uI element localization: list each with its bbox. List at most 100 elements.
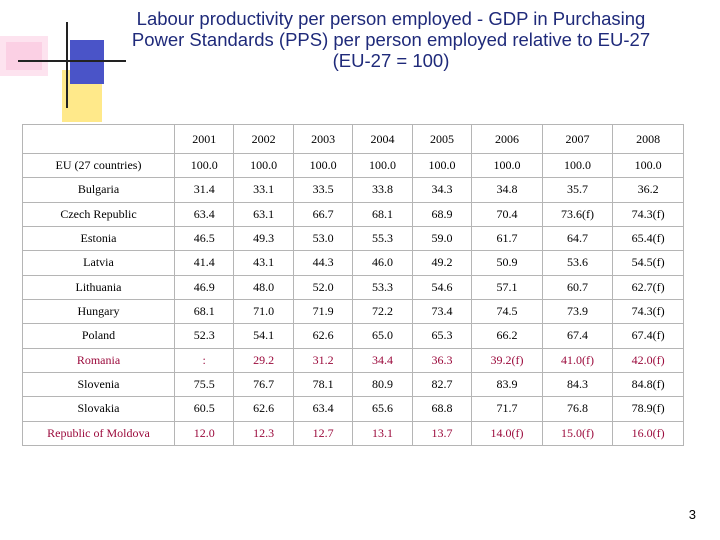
value-cell: 66.7 bbox=[292, 201, 354, 227]
value-cell: 13.1 bbox=[352, 420, 413, 447]
value-cell: 100.0 bbox=[352, 152, 413, 179]
value-cell: 16.0(f) bbox=[612, 420, 684, 447]
value-cell: 34.3 bbox=[411, 177, 473, 203]
value-cell: 68.1 bbox=[173, 298, 235, 325]
value-cell: 84.8(f) bbox=[612, 371, 684, 398]
value-cell: 46.9 bbox=[173, 274, 235, 300]
value-cell: 71.0 bbox=[233, 298, 294, 325]
value-cell: 33.1 bbox=[233, 177, 294, 203]
value-cell: 12.0 bbox=[173, 420, 235, 447]
value-cell: 65.0 bbox=[352, 323, 413, 349]
header-cell-year: 2005 bbox=[411, 124, 473, 154]
value-cell: 62.7(f) bbox=[612, 274, 684, 300]
decoration-vertical-line bbox=[66, 22, 68, 108]
value-cell: 33.8 bbox=[352, 177, 413, 203]
table-row: Bulgaria 31.4 33.1 33.5 33.8 34.3 34.8 35.7 36.2 bbox=[22, 177, 684, 203]
value-cell: 74.3(f) bbox=[612, 201, 684, 227]
header-cell-year: 2002 bbox=[233, 124, 294, 154]
value-cell: 34.8 bbox=[471, 177, 543, 203]
header-cell-year: 2001 bbox=[173, 124, 235, 154]
value-cell: 59.0 bbox=[411, 225, 473, 252]
value-cell: 33.5 bbox=[292, 177, 354, 203]
value-cell: 65.4(f) bbox=[612, 225, 684, 252]
value-cell: 75.5 bbox=[173, 371, 235, 398]
productivity-table: 2001 2002 2003 2004 2005 2006 2007 2008 EU (27 … bbox=[22, 124, 684, 447]
value-cell: 80.9 bbox=[352, 371, 413, 398]
value-cell: 71.9 bbox=[292, 298, 354, 325]
value-cell: 54.6 bbox=[411, 274, 473, 300]
table-row: Romania:29.2 31.2 34.4 36.3 39.2(f) 41.0(f) 42… bbox=[22, 347, 684, 373]
table-row: Slovakia 60.5 62.6 63.4 65.6 68.8 71.7 76.8 78.9… bbox=[22, 396, 684, 422]
value-cell: 13.7 bbox=[411, 420, 473, 447]
table-row: Hungary 68.1 71.0 71.9 72.2 73.4 74.5 73.9 74.3(… bbox=[22, 298, 684, 325]
value-cell: 54.5(f) bbox=[612, 250, 684, 276]
country-cell: Latvia bbox=[22, 250, 175, 276]
table-row: EU (27 countries) 100.0 100.0 100.0 100.0 100… bbox=[22, 152, 684, 179]
value-cell: 65.6 bbox=[352, 396, 413, 422]
value-cell: 63.1 bbox=[233, 201, 294, 227]
table-body: EU (27 countries) 100.0 100.0 100.0 100.0 100… bbox=[22, 152, 684, 447]
country-cell: Lithuania bbox=[22, 274, 175, 300]
value-cell: 42.0(f) bbox=[612, 347, 684, 373]
value-cell: 78.1 bbox=[292, 371, 354, 398]
value-cell: 53.6 bbox=[541, 250, 614, 276]
value-cell: 35.7 bbox=[541, 177, 614, 203]
value-cell: 76.8 bbox=[541, 396, 614, 422]
value-cell: 72.2 bbox=[352, 298, 413, 325]
value-cell: 12.7 bbox=[292, 420, 354, 447]
value-cell: 52.3 bbox=[173, 323, 235, 349]
country-cell: EU (27 countries) bbox=[22, 152, 175, 179]
table-row: Poland 52.3 54.1 62.6 65.0 65.3 66.2 67.4 67.4(f… bbox=[22, 323, 684, 349]
value-cell: 49.2 bbox=[411, 250, 473, 276]
value-cell: 12.3 bbox=[233, 420, 294, 447]
value-cell: 31.4 bbox=[173, 177, 235, 203]
value-cell: : bbox=[173, 347, 235, 373]
value-cell: 68.9 bbox=[411, 201, 473, 227]
value-cell: 48.0 bbox=[233, 274, 294, 300]
value-cell: 100.0 bbox=[541, 152, 614, 179]
value-cell: 41.4 bbox=[173, 250, 235, 276]
value-cell: 76.7 bbox=[233, 371, 294, 398]
value-cell: 43.1 bbox=[233, 250, 294, 276]
value-cell: 65.3 bbox=[411, 323, 473, 349]
value-cell: 53.0 bbox=[292, 225, 354, 252]
value-cell: 52.0 bbox=[292, 274, 354, 300]
value-cell: 100.0 bbox=[612, 152, 684, 179]
value-cell: 34.4 bbox=[352, 347, 413, 373]
table-row: Lithuania 46.9 48.0 52.0 53.3 54.6 57.1 60.7 62.… bbox=[22, 274, 684, 300]
value-cell: 68.8 bbox=[411, 396, 473, 422]
value-cell: 63.4 bbox=[173, 201, 235, 227]
table-row: Czech Republic 63.4 63.1 66.7 68.1 68.9 70.4 73… bbox=[22, 201, 684, 227]
value-cell: 31.2 bbox=[292, 347, 354, 373]
value-cell: 78.9(f) bbox=[612, 396, 684, 422]
title-line-1: Labour productivity per person employed … bbox=[136, 8, 646, 29]
decoration-horizontal-line bbox=[18, 60, 126, 62]
country-cell: Estonia bbox=[22, 225, 175, 252]
value-cell: 60.5 bbox=[173, 396, 235, 422]
value-cell: 46.0 bbox=[352, 250, 413, 276]
value-cell: 50.9 bbox=[471, 250, 543, 276]
table-row: Latvia 41.4 43.1 44.3 46.0 49.2 50.9 53.6 54.5(f… bbox=[22, 250, 684, 276]
value-cell: 66.2 bbox=[471, 323, 543, 349]
value-cell: 36.2 bbox=[612, 177, 684, 203]
value-cell: 100.0 bbox=[233, 152, 294, 179]
value-cell: 39.2(f) bbox=[471, 347, 543, 373]
value-cell: 15.0(f) bbox=[541, 420, 614, 447]
country-cell: Poland bbox=[22, 323, 175, 349]
value-cell: 62.6 bbox=[233, 396, 294, 422]
value-cell: 64.7 bbox=[541, 225, 614, 252]
title-line-3: (EU-27 = 100) bbox=[332, 50, 450, 71]
value-cell: 100.0 bbox=[411, 152, 473, 179]
value-cell: 74.5 bbox=[471, 298, 543, 325]
table-row: Republic of Moldova 12.0 12.3 12.7 13.1 13.7 1… bbox=[22, 420, 684, 447]
value-cell: 49.3 bbox=[233, 225, 294, 252]
header-cell-year: 2004 bbox=[352, 124, 413, 154]
value-cell: 83.9 bbox=[471, 371, 543, 398]
value-cell: 54.1 bbox=[233, 323, 294, 349]
value-cell: 36.3 bbox=[411, 347, 473, 373]
country-cell: Bulgaria bbox=[22, 177, 175, 203]
header-cell-year: 2007 bbox=[541, 124, 614, 154]
value-cell: 100.0 bbox=[173, 152, 235, 179]
value-cell: 70.4 bbox=[471, 201, 543, 227]
country-cell: Republic of Moldova bbox=[22, 420, 175, 447]
